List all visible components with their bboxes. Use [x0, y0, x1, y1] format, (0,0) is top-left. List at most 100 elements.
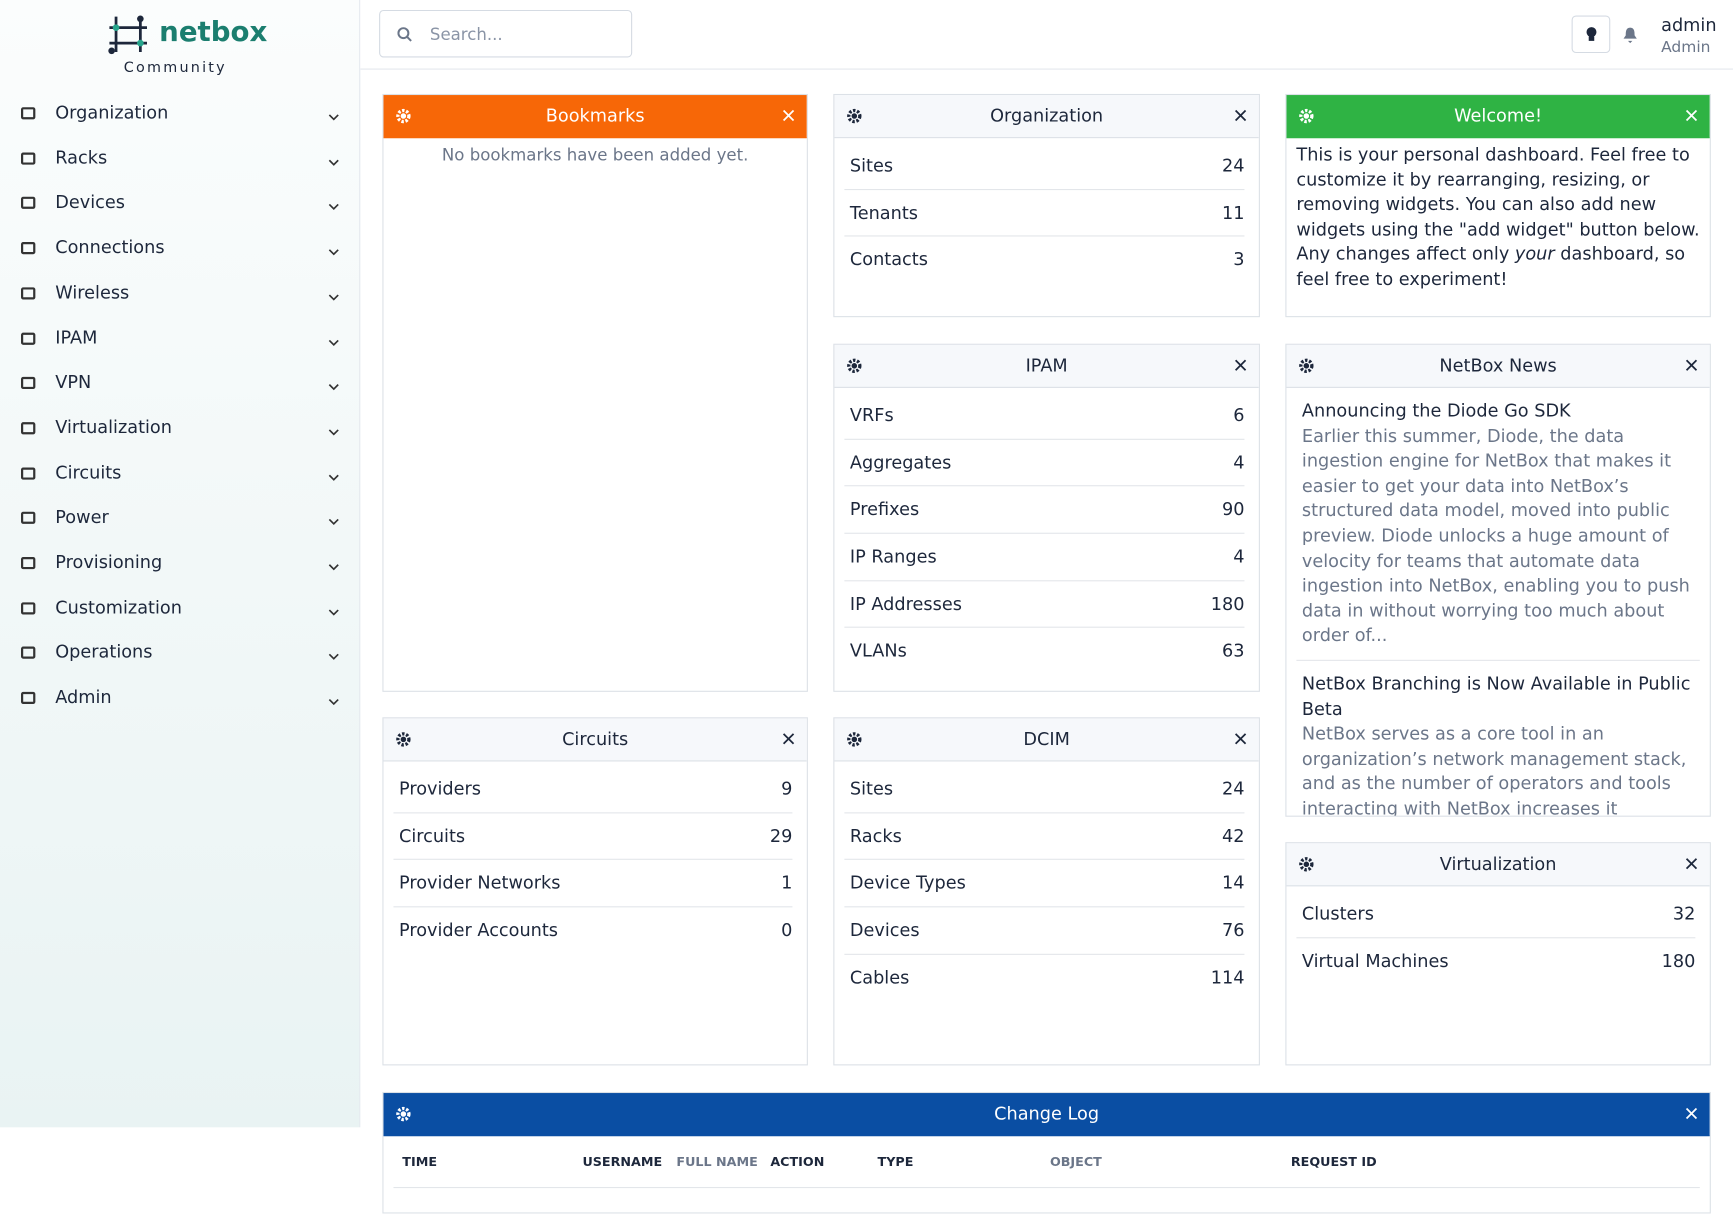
- gear-icon[interactable]: [847, 108, 862, 124]
- stat-row[interactable]: Device Types 14: [844, 860, 1245, 908]
- stat-label: Aggregates: [849, 451, 952, 473]
- widget-title: Circuits: [562, 728, 629, 750]
- theme-toggle[interactable]: [1571, 15, 1611, 54]
- chevron: [328, 556, 339, 577]
- nav-icon: [20, 601, 36, 615]
- stat-row[interactable]: Tenants 11: [844, 190, 1245, 237]
- nav-item[interactable]: Devices: [55, 191, 125, 213]
- nav-item[interactable]: Customization: [55, 596, 182, 618]
- nav-icon: [20, 197, 36, 210]
- stat-row[interactable]: Virtual Machines 180: [1296, 938, 1695, 984]
- close-icon[interactable]: [1234, 109, 1247, 122]
- news-item[interactable]: NetBox Branching is Now Available in Pub…: [1296, 661, 1699, 817]
- close-icon[interactable]: [1685, 109, 1698, 122]
- nav-item[interactable]: Operations: [55, 641, 153, 663]
- stat-label: Provider Networks: [398, 872, 561, 894]
- news-title: NetBox Branching is Now Available in Pub…: [1301, 672, 1691, 719]
- widget: Virtualization Clusters 32 Virtual Machines…: [1285, 842, 1711, 1066]
- gear-icon[interactable]: [847, 732, 862, 747]
- stat-row[interactable]: Provider Accounts 0: [393, 907, 792, 953]
- news-body: NetBox serves as a core tool in an organ…: [1301, 722, 1687, 817]
- column-header: ACTION: [770, 1153, 825, 1170]
- column-header: TIME: [402, 1153, 438, 1170]
- nav-item[interactable]: Circuits: [55, 461, 122, 483]
- stat-value: 6: [1233, 404, 1245, 426]
- gear-icon[interactable]: [847, 358, 862, 374]
- widget-title: Virtualization: [1439, 853, 1557, 875]
- widget: Bookmarks No bookmarks have been added ye…: [382, 93, 808, 692]
- stat-row[interactable]: IP Addresses 180: [844, 581, 1245, 629]
- widget: IPAM VRFs 6 Aggregates 4 Prefixes 90 IP Ranges 4…: [833, 343, 1260, 692]
- news-body: Earlier this summer, Diode, the data ing…: [1301, 425, 1690, 646]
- nav-item[interactable]: VPN: [55, 371, 92, 393]
- column-header: TYPE: [877, 1153, 914, 1170]
- gear-icon[interactable]: [396, 108, 411, 124]
- stat-label: IP Addresses: [849, 593, 962, 615]
- bell-icon[interactable]: [1622, 27, 1637, 45]
- chevron: [328, 331, 339, 352]
- column-header: REQUEST ID: [1290, 1153, 1377, 1170]
- stat-row[interactable]: Providers 9: [393, 766, 793, 814]
- nav-item[interactable]: Connections: [55, 236, 165, 258]
- gear-icon[interactable]: [396, 1106, 411, 1122]
- stat-row[interactable]: Sites 24: [844, 143, 1245, 190]
- stat-value: 180: [1661, 950, 1696, 972]
- close-icon[interactable]: [782, 109, 795, 122]
- stat-label: Virtual Machines: [1301, 950, 1449, 972]
- stat-row[interactable]: Aggregates 4: [844, 440, 1245, 487]
- widget-title: Bookmarks: [545, 104, 645, 126]
- nav-item[interactable]: Admin: [55, 686, 112, 708]
- nav-item[interactable]: Wireless: [55, 281, 130, 303]
- stat-row[interactable]: Prefixes 90: [844, 487, 1245, 534]
- stat-row[interactable]: Racks 42: [844, 813, 1245, 861]
- column-header: OBJECT: [1049, 1153, 1102, 1170]
- gear-icon[interactable]: [1299, 857, 1314, 872]
- stat-row[interactable]: Provider Networks 1: [393, 860, 793, 908]
- stat-value: 24: [1221, 778, 1245, 800]
- widget-header: Virtualization: [1286, 843, 1710, 887]
- stat-row[interactable]: IP Ranges 4: [844, 534, 1245, 582]
- close-icon[interactable]: [1685, 1107, 1698, 1120]
- stat-value: 29: [769, 825, 793, 847]
- gear-icon[interactable]: [396, 732, 411, 747]
- stat-label: Cables: [849, 966, 910, 988]
- chevron: [328, 646, 339, 667]
- stat-row[interactable]: Cables 114: [844, 955, 1245, 1001]
- stat-row[interactable]: Clusters 32: [1296, 891, 1696, 938]
- close-icon[interactable]: [1685, 359, 1698, 371]
- chevron: [328, 421, 339, 442]
- nav-item[interactable]: Organization: [55, 101, 169, 123]
- user-name[interactable]: admin: [1661, 14, 1717, 36]
- stat-value: 76: [1221, 919, 1245, 941]
- search-icon: [397, 27, 412, 42]
- stat-row[interactable]: Devices 76: [844, 907, 1245, 955]
- close-icon[interactable]: [1234, 733, 1247, 745]
- nav-item[interactable]: IPAM: [55, 326, 98, 348]
- stat-row[interactable]: VRFs 6: [844, 392, 1245, 440]
- empty-message: No bookmarks have been added yet.: [441, 144, 749, 165]
- news-item[interactable]: Announcing the Diode Go SDK Earlier this …: [1296, 388, 1700, 661]
- stat-label: Device Types: [849, 872, 966, 894]
- nav-icon: [20, 646, 36, 660]
- nav-icon: [20, 107, 36, 120]
- nav-item[interactable]: Racks: [55, 146, 108, 168]
- nav-item[interactable]: Power: [55, 506, 109, 528]
- gear-icon[interactable]: [1299, 108, 1314, 124]
- gear-icon[interactable]: [1299, 358, 1314, 374]
- close-icon[interactable]: [1234, 359, 1247, 371]
- stat-row[interactable]: Contacts 3: [844, 237, 1245, 283]
- stat-row[interactable]: Sites 24: [844, 766, 1245, 814]
- nav-item[interactable]: Virtualization: [55, 416, 172, 438]
- stat-row[interactable]: Circuits 29: [393, 813, 793, 861]
- close-icon[interactable]: [1685, 858, 1698, 870]
- stat-row[interactable]: VLANs 63: [844, 628, 1245, 674]
- stat-value: 9: [781, 778, 793, 800]
- nav-icon: [20, 377, 36, 390]
- search-box[interactable]: Search...: [379, 9, 633, 58]
- chevron: [328, 286, 339, 307]
- close-icon[interactable]: [782, 733, 795, 745]
- widget-header: DCIM: [834, 718, 1259, 762]
- nav-icon: [20, 287, 36, 300]
- nav-item[interactable]: Provisioning: [55, 551, 163, 573]
- stat-value: 4: [1233, 546, 1245, 568]
